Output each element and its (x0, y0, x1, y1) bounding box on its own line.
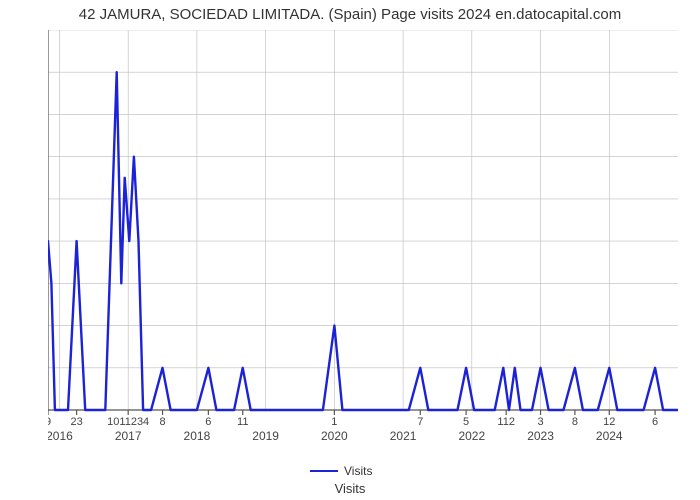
svg-text:6: 6 (205, 416, 211, 428)
svg-text:1: 1 (331, 416, 337, 428)
svg-text:23: 23 (71, 416, 83, 428)
x-axis-label: Visits (0, 481, 700, 496)
svg-text:2016: 2016 (48, 429, 73, 440)
svg-text:2019: 2019 (252, 429, 279, 440)
svg-text:112: 112 (497, 416, 515, 428)
svg-text:6: 6 (652, 416, 658, 428)
svg-text:2023: 2023 (527, 429, 554, 440)
svg-text:5: 5 (463, 416, 469, 428)
svg-text:11: 11 (237, 416, 248, 428)
svg-text:2020: 2020 (321, 429, 348, 440)
chart-title: 42 JAMURA, SOCIEDAD LIMITADA. (Spain) Pa… (0, 6, 700, 23)
legend-label: Visits (344, 464, 372, 478)
svg-text:7: 7 (417, 416, 423, 428)
chart-container: 42 JAMURA, SOCIEDAD LIMITADA. (Spain) Pa… (0, 0, 700, 500)
svg-text:3: 3 (537, 416, 543, 428)
svg-text:9: 9 (48, 416, 51, 428)
svg-text:2022: 2022 (458, 429, 485, 440)
plot-area: 0123456789 9231011234861117511238126 201… (48, 30, 678, 440)
svg-text:12: 12 (603, 416, 615, 428)
chart-svg: 0123456789 9231011234861117511238126 201… (48, 30, 678, 440)
legend: Visits (310, 464, 372, 478)
svg-text:1011234: 1011234 (107, 416, 149, 428)
svg-text:2018: 2018 (184, 429, 211, 440)
svg-text:2021: 2021 (390, 429, 417, 440)
legend-swatch (310, 470, 338, 472)
svg-text:8: 8 (159, 416, 165, 428)
svg-text:2024: 2024 (596, 429, 623, 440)
svg-text:2017: 2017 (115, 429, 142, 440)
svg-text:8: 8 (572, 416, 578, 428)
